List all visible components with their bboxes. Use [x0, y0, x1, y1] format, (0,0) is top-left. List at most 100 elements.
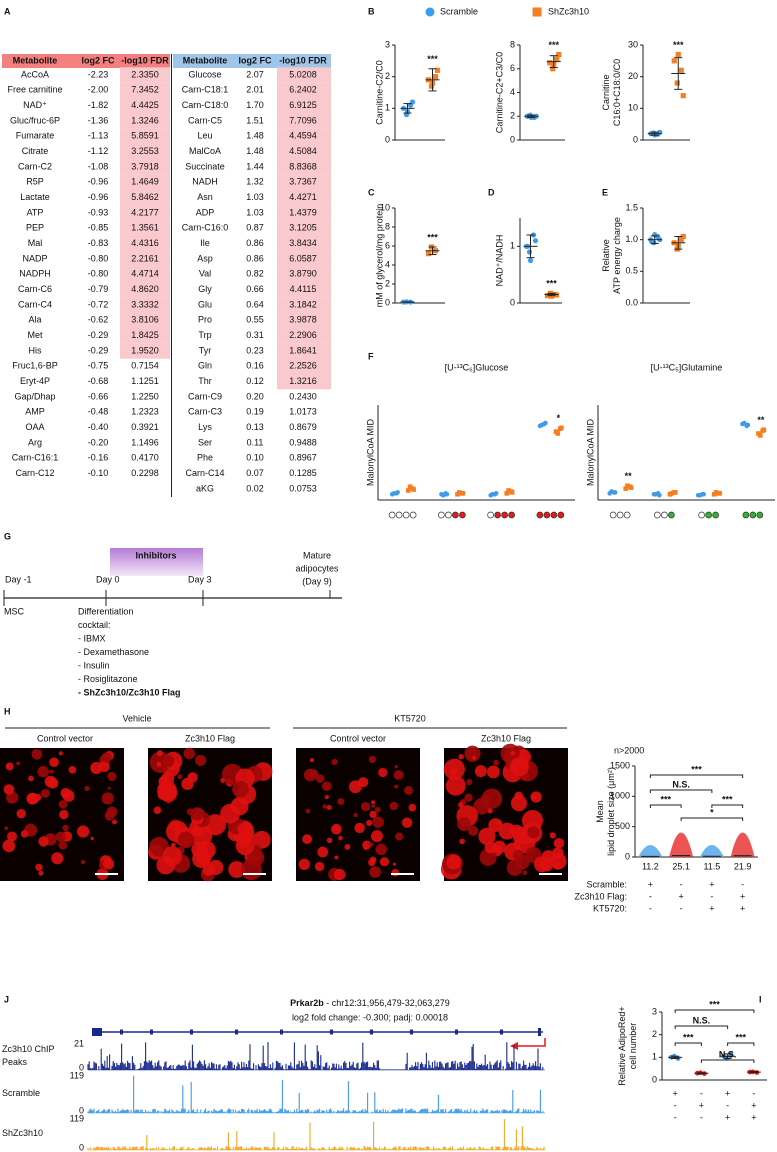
y-tick-label: 10	[628, 103, 638, 113]
significant-cell	[277, 266, 331, 283]
table-cell: -0.29	[88, 345, 109, 355]
lipid-droplet	[228, 861, 246, 878]
comparison-label: N.S.	[719, 1049, 737, 1059]
data-point	[757, 433, 763, 438]
table-cell: 3.1205	[289, 223, 317, 233]
significant-cell	[277, 343, 331, 359]
data-point	[490, 492, 495, 497]
lipid-droplet	[379, 857, 390, 867]
lipid-droplet	[26, 792, 39, 805]
lipid-droplet	[16, 761, 21, 766]
table-cell: NAD⁺	[23, 100, 47, 110]
lipid-droplet	[333, 868, 346, 881]
exon	[538, 1028, 541, 1036]
micrograph	[296, 748, 420, 881]
track-name: ShZc3h10	[2, 1128, 43, 1138]
table-cell: Glu	[198, 299, 212, 309]
table-cell: 2.2526	[289, 361, 317, 371]
lipid-droplet	[487, 808, 493, 814]
data-point	[504, 491, 510, 496]
table-cell: -0.80	[88, 253, 109, 263]
lipid-droplet	[369, 866, 381, 878]
table-cell: 3.7367	[289, 177, 317, 187]
lipid-droplet	[240, 859, 262, 881]
lipid-droplet	[510, 751, 515, 756]
table-cell: -0.96	[88, 177, 109, 187]
table-cell: -1.36	[88, 115, 109, 125]
table-cell: Ile	[200, 238, 210, 248]
comparison-bracket	[649, 789, 713, 793]
table-cell: -2.00	[88, 85, 109, 95]
isotope-icon	[395, 511, 403, 519]
table-cell: 0.4170	[131, 453, 159, 463]
data-point	[701, 492, 706, 497]
lipid-droplet	[112, 819, 117, 825]
data-point	[671, 58, 677, 64]
comparison-label: ***	[691, 764, 702, 774]
table-cell: Carn-C3	[188, 407, 222, 417]
table-cell: -2.23	[88, 69, 109, 79]
lipid-droplet	[62, 824, 69, 832]
significant-cell	[277, 82, 331, 99]
lipid-droplet	[314, 861, 325, 872]
lipid-droplet	[443, 758, 465, 780]
lipid-droplet	[481, 788, 503, 809]
y-tick-label: 4	[385, 259, 390, 269]
lipid-droplet	[102, 858, 115, 870]
table-cell: 1.48	[246, 146, 264, 156]
data-point	[411, 487, 416, 492]
lipid-droplet	[161, 754, 175, 768]
table-cell: Carn-C2	[18, 161, 52, 171]
cocktail-item: - ShZc3h10/Zc3h10 Flag	[78, 687, 181, 697]
condition-label: Zc3h10 Flag:	[574, 891, 627, 901]
lipid-droplet	[156, 761, 162, 767]
lipid-droplet	[76, 825, 90, 838]
condition-label: Scramble:	[586, 879, 627, 889]
significant-cell	[277, 97, 331, 114]
lipid-droplet	[4, 826, 9, 831]
lipid-droplet	[101, 752, 112, 763]
table-cell: Asn	[197, 192, 213, 202]
mean-label: 11.5	[703, 861, 720, 871]
table-cell: -0.75	[88, 361, 109, 371]
data-point	[554, 56, 560, 62]
lipid-droplet	[512, 849, 525, 862]
lipid-droplet	[445, 775, 466, 796]
significance: ***	[427, 232, 438, 242]
cocktail-item: - Dexamethasone	[78, 647, 149, 657]
table-cell: -0.66	[88, 391, 109, 401]
data-point	[553, 292, 560, 298]
table-cell: 7.3452	[131, 85, 159, 95]
table-cell: 0.23	[246, 345, 264, 355]
data-point	[556, 51, 562, 58]
y-axis-label: C16:0+C18:0/C0	[612, 59, 622, 126]
data-point	[428, 83, 435, 89]
isotope-icon	[501, 511, 508, 519]
lipid-droplet	[51, 852, 64, 865]
exon	[120, 1029, 123, 1035]
table-cell: -0.20	[88, 437, 109, 447]
data-point	[425, 251, 432, 257]
lipid-droplet	[514, 791, 524, 801]
y-axis-label: mM of glycerol/mg protein	[374, 204, 384, 308]
data-point	[547, 60, 553, 66]
lipid-droplet	[395, 832, 404, 841]
lipid-droplet	[337, 798, 345, 806]
y-tick-label: 2	[652, 1029, 657, 1039]
cocktail-item: - Insulin	[78, 660, 110, 670]
y-tick-label: 0	[385, 134, 390, 144]
lipid-droplet	[305, 808, 311, 814]
table-cell: Leu	[197, 131, 212, 141]
mean-label: 25.1	[672, 861, 690, 871]
panel-label: H	[4, 706, 11, 716]
significant-cell	[120, 205, 170, 221]
cell-label: MSC	[4, 606, 25, 616]
y-tick-label: 6	[510, 63, 515, 73]
exon	[410, 1029, 413, 1035]
lipid-droplet	[344, 844, 351, 850]
y-axis-label: MalonylCoA MID	[365, 418, 375, 486]
lipid-droplet	[474, 765, 487, 778]
track-name: Zc3h10 ChIP	[2, 1044, 55, 1054]
significant-cell	[277, 174, 331, 191]
table-cell: 2.01	[246, 85, 264, 95]
